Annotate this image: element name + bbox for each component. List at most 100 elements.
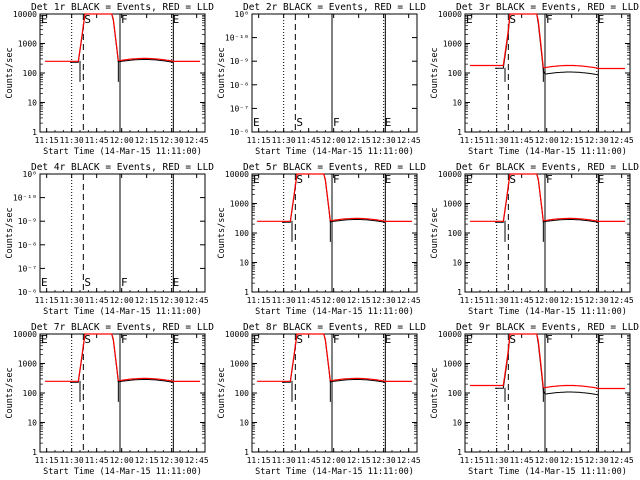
marker-label: S [296,116,303,129]
x-tick-label: 12:00 [535,136,559,145]
x-tick-label: 12:30 [585,456,609,465]
marker-label: E [173,276,180,289]
x-tick-label: 11:30 [60,296,84,305]
marker-label: E [41,333,48,346]
plot-frame [39,333,206,453]
y-tick-label: 100 [448,389,463,398]
x-tick-label: 12:00 [322,456,346,465]
y-tick-label: 1000 [18,40,37,49]
y-tick-label: 10 [452,99,462,108]
x-tick-label: 12:15 [560,136,584,145]
x-tick-label: 11:45 [297,456,321,465]
x-tick-label: 12:00 [322,136,346,145]
x-tick-label: 12:45 [185,296,209,305]
panel-title: Det 1r BLACK = Events, RED = LLD [31,2,214,13]
y-axis-label: Counts/sec [5,367,15,418]
y-tick-label: 10000 [225,330,249,339]
x-tick-label: 12:15 [347,136,371,145]
marker-label: S [84,276,91,289]
y-tick-label: 1000 [443,360,462,369]
marker-label: S [509,13,516,26]
marker-label: F [121,276,128,289]
x-tick-label: 12:00 [110,456,134,465]
panel-title: Det 3r BLACK = Events, RED = LLD [456,2,639,13]
marker-label: F [333,333,340,346]
marker-label: F [333,173,340,186]
y-tick-label: 10⁻⁸ [18,241,37,250]
lld-curve [470,173,625,222]
marker-label: S [509,173,516,186]
y-tick-label: 1 [457,288,462,297]
x-axis-label: Start Time (14-Mar-15 11:11:00) [468,467,627,477]
y-tick-label: 100 [235,229,250,238]
marker-label: S [84,333,91,346]
y-tick-label: 100 [235,389,250,398]
x-axis-label: Start Time (14-Mar-15 11:11:00) [255,147,414,157]
x-tick-label: 11:15 [247,136,271,145]
marker-label: E [385,116,392,129]
marker-label: E [173,13,180,26]
x-tick-label: 12:15 [347,296,371,305]
x-axis-label: Start Time (14-Mar-15 11:11:00) [468,147,627,157]
x-axis-label: Start Time (14-Mar-15 11:11:00) [468,307,627,317]
marker-label: E [385,333,392,346]
x-tick-label: 12:45 [397,456,421,465]
lld-curve [257,333,412,382]
y-tick-label: 100 [448,69,463,78]
marker-label: F [546,333,553,346]
y-axis-label: Counts/sec [5,207,15,258]
x-tick-label: 12:15 [560,456,584,465]
y-tick-label: 10 [452,419,462,428]
x-tick-label: 11:15 [460,136,484,145]
y-tick-label: 1 [32,128,37,137]
x-tick-label: 11:30 [485,136,509,145]
y-tick-label: 10⁻⁶ [230,128,249,137]
y-tick-label: 10000 [438,170,462,179]
x-axis-label: Start Time (14-Mar-15 11:11:00) [43,307,202,317]
x-tick-label: 11:15 [35,456,59,465]
x-tick-label: 11:15 [460,456,484,465]
x-tick-label: 11:45 [85,296,109,305]
marker-label: F [121,333,128,346]
y-tick-label: 10⁻¹⁰ [13,194,37,203]
y-tick-label: 1000 [230,200,249,209]
x-tick-label: 12:30 [372,136,396,145]
x-tick-label: 12:15 [560,296,584,305]
y-tick-label: 10⁰ [23,170,37,179]
panel-title: Det 7r BLACK = Events, RED = LLD [31,322,214,333]
y-tick-label: 100 [23,69,38,78]
plot-frame [251,333,418,453]
marker-label: F [546,173,553,186]
marker-label: F [333,116,340,129]
x-tick-label: 11:30 [272,136,296,145]
x-tick-label: 12:15 [347,456,371,465]
y-axis-label: Counts/sec [430,367,440,418]
panel-title: Det 8r BLACK = Events, RED = LLD [243,322,426,333]
plot-frame [39,173,206,293]
y-tick-label: 10 [239,259,249,268]
y-tick-label: 100 [448,229,463,238]
x-tick-label: 12:45 [185,136,209,145]
y-tick-label: 1 [457,448,462,457]
y-axis-label: Counts/sec [217,367,227,418]
y-tick-label: 10⁻⁸ [230,81,249,90]
y-tick-label: 10⁻⁷ [18,264,37,273]
marker-label: S [296,173,303,186]
x-tick-label: 11:45 [297,296,321,305]
panel-title: Det 6r BLACK = Events, RED = LLD [456,162,639,173]
x-tick-label: 11:45 [510,296,534,305]
plot-frame [39,13,206,133]
lld-curve [45,13,200,62]
panel-title: Det 4r BLACK = Events, RED = LLD [31,162,214,173]
x-tick-label: 12:45 [185,456,209,465]
y-tick-label: 10⁻⁹ [18,217,37,226]
y-tick-label: 10⁻⁹ [230,57,249,66]
panel-title: Det 5r BLACK = Events, RED = LLD [243,162,426,173]
plot-frame [251,13,418,133]
marker-label: E [41,13,48,26]
